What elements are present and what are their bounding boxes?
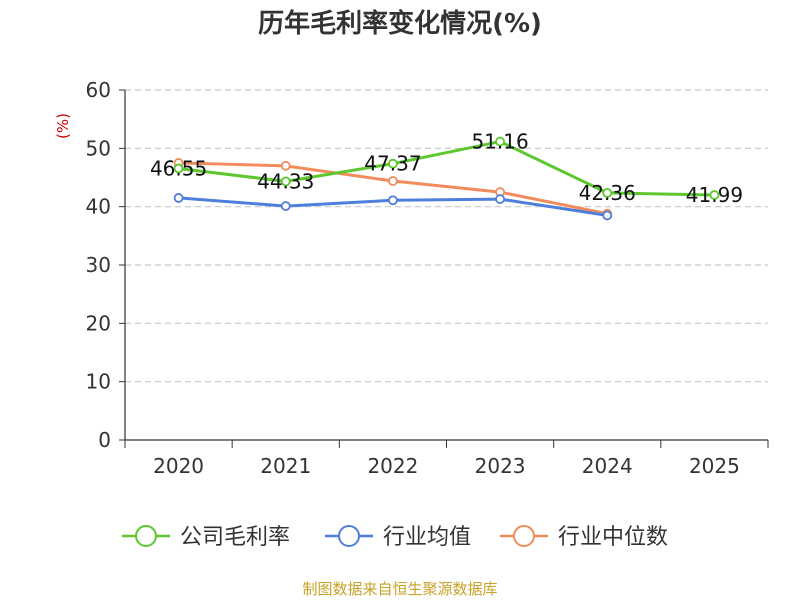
x-tick-label-2020: 2020 xyxy=(153,454,204,478)
point-0-2020 xyxy=(173,163,184,174)
y-tick-label-20: 20 xyxy=(86,311,111,335)
x-tick-label-2022: 2022 xyxy=(367,454,418,478)
x-tick-label-2024: 2024 xyxy=(582,454,633,478)
data-label-2022: 47.37 xyxy=(364,152,421,176)
point-0-2025 xyxy=(709,190,720,200)
y-tick-label-30: 30 xyxy=(86,253,111,277)
point-1-2021 xyxy=(280,201,291,211)
legend-label-2: 行业中位数 xyxy=(558,525,668,550)
y-tick-label-10: 10 xyxy=(86,370,111,394)
y-tick-label-40: 40 xyxy=(86,195,111,219)
legend-label-1: 行业均值 xyxy=(383,525,471,550)
legend-item-2[interactable]: 行业中位数 xyxy=(500,525,668,550)
data-label-2020: 46.55 xyxy=(150,156,207,180)
point-1-2022 xyxy=(388,195,398,206)
legend-item-1[interactable]: 行业均值 xyxy=(325,525,471,550)
data-label-2021: 44.33 xyxy=(257,169,314,193)
y-axis-unit: (%) xyxy=(54,113,72,139)
point-1-2023 xyxy=(495,194,505,204)
data-labels: 46.55 44.33 47.37 51.16 42.36 41.99 xyxy=(150,130,743,207)
point-1-2020 xyxy=(173,193,184,203)
x-tick-label-2023: 2023 xyxy=(475,454,526,478)
gridlines xyxy=(125,89,768,383)
legend-marker-2 xyxy=(513,525,535,547)
x-axis-ticks: 2020 2021 2022 2023 2024 2025 xyxy=(124,440,769,478)
data-label-2024: 42.36 xyxy=(579,181,636,205)
source-note: 制图数据来自恒生聚源数据库 xyxy=(302,580,497,598)
point-1-2024 xyxy=(602,210,613,221)
series-line-0 xyxy=(178,140,715,197)
point-0-2024 xyxy=(602,187,613,198)
legend[interactable]: 公司毛利率 行业均值 行业中位数 xyxy=(122,525,668,550)
y-tick-label-0: 0 xyxy=(98,428,111,452)
point-0-2023 xyxy=(495,136,505,147)
legend-marker-1 xyxy=(338,525,360,547)
legend-item-0[interactable]: 公司毛利率 xyxy=(122,525,290,550)
y-axis-ticks: 0 10 20 30 40 50 60 xyxy=(86,78,125,452)
x-tick-label-2021: 2021 xyxy=(260,454,311,478)
x-tick-label-2025: 2025 xyxy=(689,454,740,478)
point-0-2022 xyxy=(388,158,398,169)
legend-marker-0 xyxy=(135,525,157,547)
legend-label-0: 公司毛利率 xyxy=(180,525,290,550)
y-tick-label-50: 50 xyxy=(86,136,111,160)
series-lines xyxy=(173,136,720,221)
point-2-2021 xyxy=(280,160,291,171)
point-2-2022 xyxy=(388,176,398,186)
data-label-2025: 41.99 xyxy=(686,183,743,207)
point-0-2021 xyxy=(280,176,291,187)
y-tick-label-60: 60 xyxy=(86,78,111,102)
data-label-2023: 51.16 xyxy=(471,130,528,154)
chart-title: 历年毛利率变化情况(%) xyxy=(258,8,542,39)
